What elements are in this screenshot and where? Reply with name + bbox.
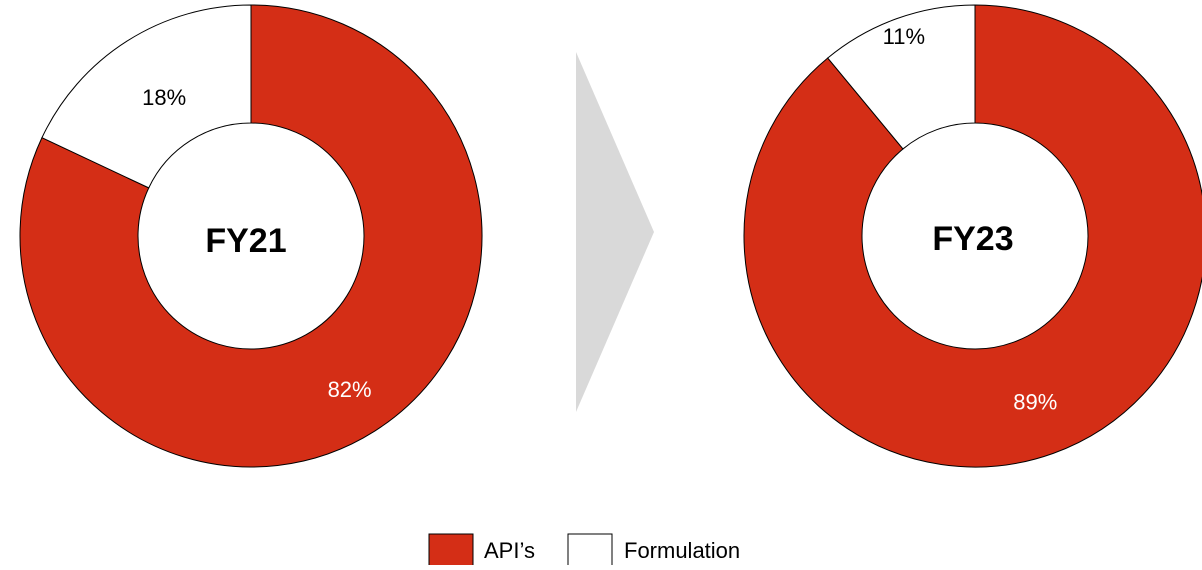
donut-chart-fy23: 89% 11% [743, 4, 1202, 468]
legend-swatch-api [428, 533, 474, 569]
legend-label-formulation: Formulation [624, 538, 740, 563]
legend-swatch-formulation [567, 533, 613, 569]
legend-label-api: API’s [484, 538, 535, 563]
center-label-fy23: FY23 [932, 220, 1013, 258]
donut-slice-fy23-api-s [743, 4, 1202, 468]
data-label-fy23-formulation: 11% [883, 24, 925, 49]
data-label-fy21-api-s: 82% [328, 377, 372, 402]
legend: API’s Formulation [428, 533, 740, 569]
donut-chart-fy21: 82% 18% [19, 4, 483, 468]
donut-slice-fy21-formulation [41, 4, 252, 189]
transition-arrow [576, 52, 654, 412]
data-label-fy21-formulation: 18% [142, 85, 186, 110]
donut-slice-fy23-formulation [827, 4, 976, 150]
donut-slice-fy21-api-s [19, 4, 483, 468]
center-label-fy21: FY21 [205, 222, 286, 260]
data-label-fy23-api-s: 89% [1013, 389, 1057, 414]
